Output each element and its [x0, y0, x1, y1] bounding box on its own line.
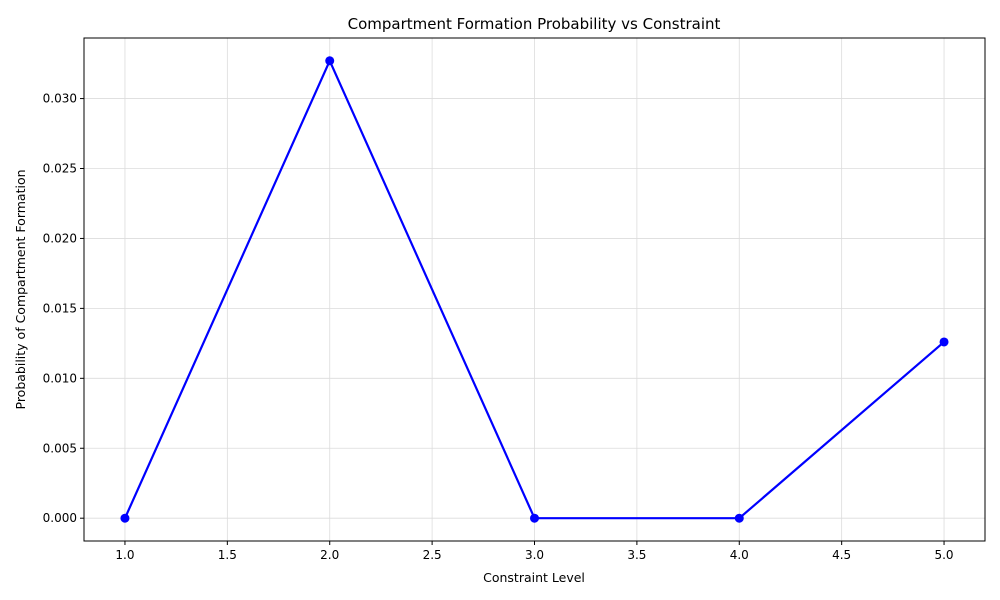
x-tick-label: 3.5 — [627, 548, 646, 562]
x-axis-ticks: 1.0 1.5 2.0 2.5 3.0 3.5 4.0 4.5 5.0 — [115, 541, 954, 562]
y-tick-label: 0.005 — [43, 441, 77, 455]
x-tick-label: 4.0 — [730, 548, 749, 562]
x-tick-label: 1.5 — [218, 548, 237, 562]
x-tick-label: 3.0 — [525, 548, 544, 562]
y-axis-label: Probability of Compartment Formation — [13, 169, 28, 409]
series-layer — [120, 56, 949, 523]
chart-title: Compartment Formation Probability vs Con… — [348, 15, 721, 33]
y-tick-label: 0.000 — [43, 511, 77, 525]
y-tick-label: 0.030 — [43, 92, 77, 106]
x-tick-label: 4.5 — [832, 548, 851, 562]
data-point — [530, 513, 539, 523]
y-axis-ticks: 0.000 0.005 0.010 0.015 0.020 0.025 0.030 — [43, 92, 84, 525]
data-point — [734, 513, 744, 523]
y-tick-label: 0.020 — [43, 231, 77, 245]
x-tick-label: 5.0 — [934, 548, 953, 562]
y-tick-label: 0.025 — [43, 162, 77, 176]
data-point — [120, 513, 130, 523]
y-tick-label: 0.010 — [43, 371, 77, 385]
y-tick-label: 0.015 — [43, 301, 77, 315]
data-point — [939, 337, 949, 347]
x-tick-label: 1.0 — [115, 548, 134, 562]
x-tick-label: 2.5 — [423, 548, 442, 562]
x-tick-label: 2.0 — [320, 548, 339, 562]
data-point — [325, 56, 335, 66]
grid — [84, 38, 985, 541]
x-axis-label: Constraint Level — [483, 570, 585, 585]
